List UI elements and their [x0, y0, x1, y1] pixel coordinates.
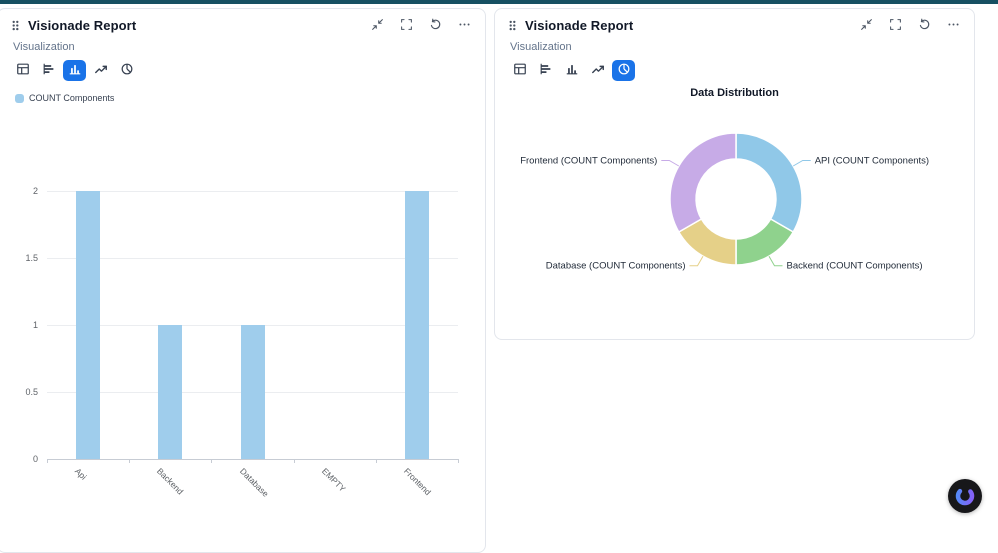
pie-chart-icon	[120, 62, 134, 79]
table-icon	[16, 62, 30, 79]
reset-button[interactable]	[428, 18, 443, 33]
x-axis-label: Database	[237, 466, 271, 499]
table-icon	[513, 62, 527, 79]
donut-chart: API (COUNT Components) Backend (COUNT Com…	[520, 132, 929, 272]
tool-bar-vertical-button[interactable]	[560, 60, 583, 81]
fullscreen-button[interactable]	[888, 18, 903, 33]
trend-line-icon	[591, 62, 605, 79]
donut-slice-label: Frontend (COUNT Components)	[520, 156, 657, 167]
y-axis-label: 2	[32, 186, 38, 196]
donut-slice-label: API (COUNT Components)	[815, 156, 929, 167]
bar-frontend[interactable]	[404, 191, 429, 459]
collapse-icon	[371, 18, 384, 34]
more-options-button[interactable]	[946, 18, 961, 33]
bar-api[interactable]	[76, 191, 101, 459]
tool-bar-vertical-button[interactable]	[63, 60, 86, 81]
drag-handle-icon[interactable]	[11, 18, 20, 33]
tool-table-button[interactable]	[508, 60, 531, 81]
y-axis-label: 0.5	[25, 387, 38, 397]
y-axis: 0 0.5 1 1.5 2	[0, 186, 47, 464]
fullscreen-icon	[889, 18, 902, 34]
y-axis-label: 1.5	[25, 253, 38, 263]
drag-handle-icon[interactable]	[508, 18, 517, 33]
tool-pie-button[interactable]	[115, 60, 138, 81]
donut-slice-label: Backend (COUNT Components)	[787, 261, 923, 272]
reset-icon	[429, 18, 442, 34]
panel-title: Visionade Report	[28, 18, 137, 33]
axis-tick	[375, 459, 377, 463]
label-leader-line	[768, 255, 783, 267]
tool-pie-button[interactable]	[612, 60, 635, 81]
chart-type-toolbar	[0, 60, 485, 81]
collapse-button[interactable]	[859, 18, 874, 33]
tool-bar-horizontal-button[interactable]	[534, 60, 557, 81]
visualization-label: Visualization	[13, 41, 75, 53]
bar-chart	[47, 191, 458, 460]
label-leader-line	[661, 160, 680, 167]
label-leader-line	[792, 160, 811, 167]
x-axis-label: Api	[73, 466, 89, 482]
top-accent-bar	[0, 0, 998, 4]
bar-horizontal-icon	[539, 62, 553, 79]
assistant-button[interactable]	[947, 478, 983, 514]
donut-slice[interactable]	[669, 132, 737, 234]
pie-chart-icon	[617, 62, 631, 79]
header-actions	[370, 18, 472, 33]
visualization-label: Visualization	[510, 41, 572, 53]
bar-vertical-icon	[565, 62, 579, 79]
x-axis-label: Frontend	[401, 466, 433, 498]
axis-tick	[458, 459, 459, 463]
trend-line-icon	[94, 62, 108, 79]
axis-tick	[47, 459, 48, 463]
x-axis-label: EMPTY	[319, 466, 348, 494]
bar-horizontal-icon	[42, 62, 56, 79]
bar-database[interactable]	[240, 325, 265, 459]
tool-bar-horizontal-button[interactable]	[37, 60, 60, 81]
legend-label: COUNT Components	[29, 93, 115, 103]
tool-line-button[interactable]	[586, 60, 609, 81]
collapse-button[interactable]	[370, 18, 385, 33]
x-axis: Api Backend Database EMPTY Frontend	[47, 459, 459, 519]
donut-chart-title: Data Distribution	[690, 87, 779, 99]
y-axis-label: 1	[32, 320, 38, 330]
panel-title: Visionade Report	[525, 18, 634, 33]
fullscreen-icon	[400, 18, 413, 34]
axis-tick	[129, 459, 131, 463]
ellipsis-icon	[458, 18, 471, 34]
gridline	[47, 258, 458, 259]
fullscreen-button[interactable]	[399, 18, 414, 33]
collapse-icon	[860, 18, 873, 34]
more-options-button[interactable]	[457, 18, 472, 33]
donut-slice[interactable]	[735, 132, 803, 234]
tool-line-button[interactable]	[89, 60, 112, 81]
header-actions	[859, 18, 961, 33]
chart-type-toolbar	[495, 60, 974, 81]
bar-vertical-icon	[68, 62, 82, 79]
label-leader-line	[689, 255, 704, 267]
legend-swatch	[15, 93, 24, 103]
axis-tick	[211, 459, 213, 463]
y-axis-label: 0	[32, 454, 38, 464]
panel-header: Visionade Report	[495, 9, 974, 36]
reset-icon	[918, 18, 931, 34]
bar-backend[interactable]	[158, 325, 183, 459]
chart-legend: COUNT Components	[15, 93, 114, 103]
gridline	[47, 191, 458, 192]
x-axis-label: Backend	[155, 466, 186, 497]
reset-button[interactable]	[917, 18, 932, 33]
panel-header: Visionade Report	[0, 9, 485, 36]
tool-table-button[interactable]	[11, 60, 34, 81]
report-panel-bar: Visionade Report Visualization COUNT Com…	[0, 8, 486, 553]
ellipsis-icon	[947, 18, 960, 34]
report-panel-pie: Visionade Report Visualization Data Dist…	[494, 8, 975, 340]
x-axis-line	[47, 459, 458, 460]
assistant-swirl-icon	[948, 479, 982, 513]
donut-slice-label: Database (COUNT Components)	[546, 261, 686, 272]
axis-tick	[293, 459, 295, 463]
